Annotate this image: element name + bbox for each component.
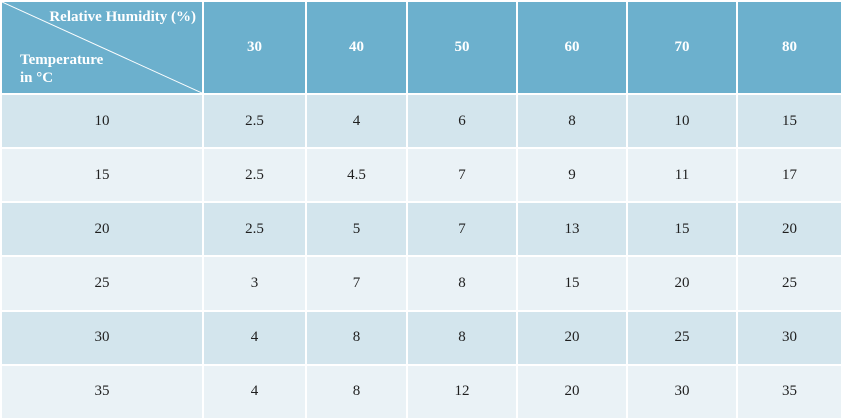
table-cell: 8: [406, 309, 518, 366]
table-cell: 30: [736, 309, 841, 366]
table-row: 15 2.5 4.5 7 9 11 17: [0, 147, 841, 204]
row-label: 20: [0, 201, 204, 258]
table-cell: 8: [516, 92, 628, 150]
row-label: 10: [0, 92, 204, 150]
table-cell: 9: [516, 147, 628, 204]
table-cell: 13: [516, 201, 628, 258]
column-header: 50: [406, 0, 518, 95]
row-label: 15: [0, 147, 204, 204]
table-cell: 15: [736, 92, 841, 150]
row-axis-title-line2: in °C: [20, 70, 54, 86]
table-cell: 11: [626, 147, 738, 204]
table-cell: 20: [736, 201, 841, 258]
column-header: 30: [202, 0, 307, 95]
table-cell: 7: [406, 147, 518, 204]
column-header: 60: [516, 0, 628, 95]
header-row: Relative Humidity (%) Temperature in °C …: [0, 0, 841, 95]
column-header: 40: [305, 0, 408, 95]
table-cell: 20: [516, 309, 628, 366]
corner-header-cell: Relative Humidity (%) Temperature in °C: [0, 0, 204, 95]
table-cell: 8: [305, 363, 408, 420]
table-cell: 20: [626, 255, 738, 312]
table-cell: 20: [516, 363, 628, 420]
table-cell: 25: [626, 309, 738, 366]
table-cell: 17: [736, 147, 841, 204]
table-row: 35 4 8 12 20 30 35: [0, 363, 841, 420]
table-cell: 7: [406, 201, 518, 258]
table-cell: 8: [305, 309, 408, 366]
column-header: 70: [626, 0, 738, 95]
table-cell: 4: [202, 309, 307, 366]
table-row: 25 3 7 8 15 20 25: [0, 255, 841, 312]
table-cell: 15: [516, 255, 628, 312]
row-axis-title-line1: Temperature: [20, 52, 104, 68]
table-cell: 2.5: [202, 201, 307, 258]
table-cell: 2.5: [202, 92, 307, 150]
table-cell: 7: [305, 255, 408, 312]
table-cell: 8: [406, 255, 518, 312]
table-cell: 12: [406, 363, 518, 420]
row-label: 35: [0, 363, 204, 420]
table-cell: 2.5: [202, 147, 307, 204]
column-axis-title: Relative Humidity (%): [49, 9, 196, 25]
table-cell: 4: [305, 92, 408, 150]
table-cell: 4: [202, 363, 307, 420]
diagonal-divider: [3, 3, 201, 92]
row-label: 30: [0, 309, 204, 366]
table-cell: 30: [626, 363, 738, 420]
table-cell: 15: [626, 201, 738, 258]
table-row: 30 4 8 8 20 25 30: [0, 309, 841, 366]
table-cell: 6: [406, 92, 518, 150]
table-cell: 10: [626, 92, 738, 150]
row-axis-title: Temperature in °C: [20, 51, 103, 87]
table-cell: 5: [305, 201, 408, 258]
column-header: 80: [736, 0, 841, 95]
table-row: 10 2.5 4 6 8 10 15: [0, 92, 841, 150]
table-cell: 3: [202, 255, 307, 312]
row-label: 25: [0, 255, 204, 312]
table-row: 20 2.5 5 7 13 15 20: [0, 201, 841, 258]
table-cell: 35: [736, 363, 841, 420]
table-cell: 4.5: [305, 147, 408, 204]
table-cell: 25: [736, 255, 841, 312]
